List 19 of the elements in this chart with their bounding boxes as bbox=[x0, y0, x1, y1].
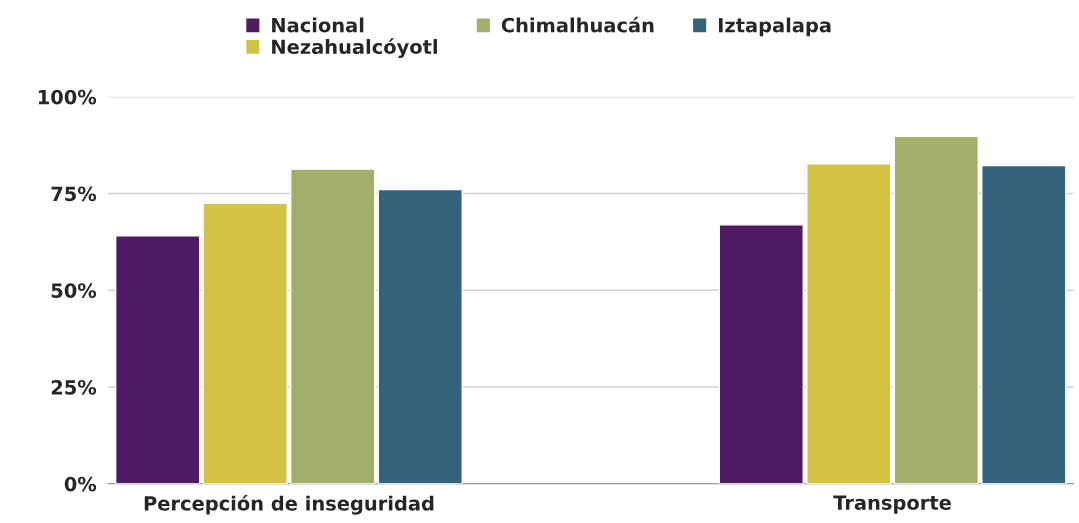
bar bbox=[290, 168, 376, 484]
y-tick-label: 100% bbox=[38, 89, 97, 105]
x-tick-label: Transporte bbox=[833, 495, 951, 514]
y-tick-label: 0% bbox=[64, 476, 97, 492]
bar bbox=[377, 188, 463, 484]
legend-label: Nezahualcóyotl bbox=[272, 38, 437, 59]
y-tick-label: 75% bbox=[51, 186, 97, 202]
bar bbox=[893, 135, 979, 484]
legend-label: Nacional bbox=[272, 17, 364, 33]
bar bbox=[718, 224, 804, 484]
x-tick-label: Percepción de inseguridad bbox=[144, 494, 434, 515]
y-tick-label: 50% bbox=[51, 283, 97, 298]
legend-label: Iztapalapa bbox=[718, 17, 831, 37]
y-tick-label: 25% bbox=[51, 379, 97, 395]
bar bbox=[806, 163, 892, 484]
bar bbox=[981, 164, 1067, 484]
bar bbox=[202, 202, 288, 484]
bar bbox=[114, 235, 201, 484]
legend-label: Chimalhuacán bbox=[501, 16, 654, 33]
